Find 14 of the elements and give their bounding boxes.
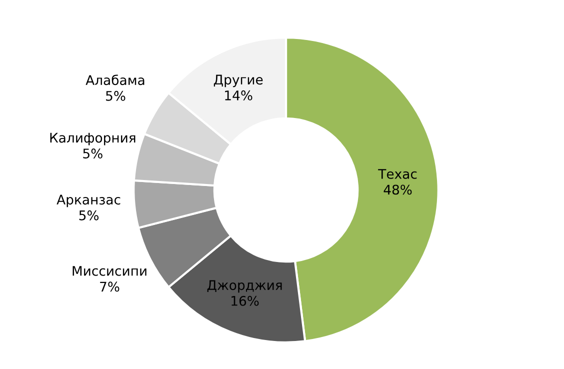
data-label: 5% [83, 148, 102, 159]
slice-label: Техас [378, 169, 417, 179]
data-label: 5% [106, 90, 126, 101]
data-label: 5% [79, 210, 99, 220]
slice-label: Другие [214, 74, 263, 88]
data-label: 48% [384, 184, 412, 195]
slice-label: Алабама [86, 74, 144, 86]
data-label: 7% [100, 282, 120, 292]
slice-label: Миссисипи [72, 266, 146, 276]
slice-label: Арканзас [56, 194, 120, 208]
data-label: 14% [225, 90, 252, 100]
slice-label: Калифорния [50, 132, 136, 146]
data-label: 16% [232, 296, 259, 306]
slice-label: Джорджия [207, 280, 282, 293]
